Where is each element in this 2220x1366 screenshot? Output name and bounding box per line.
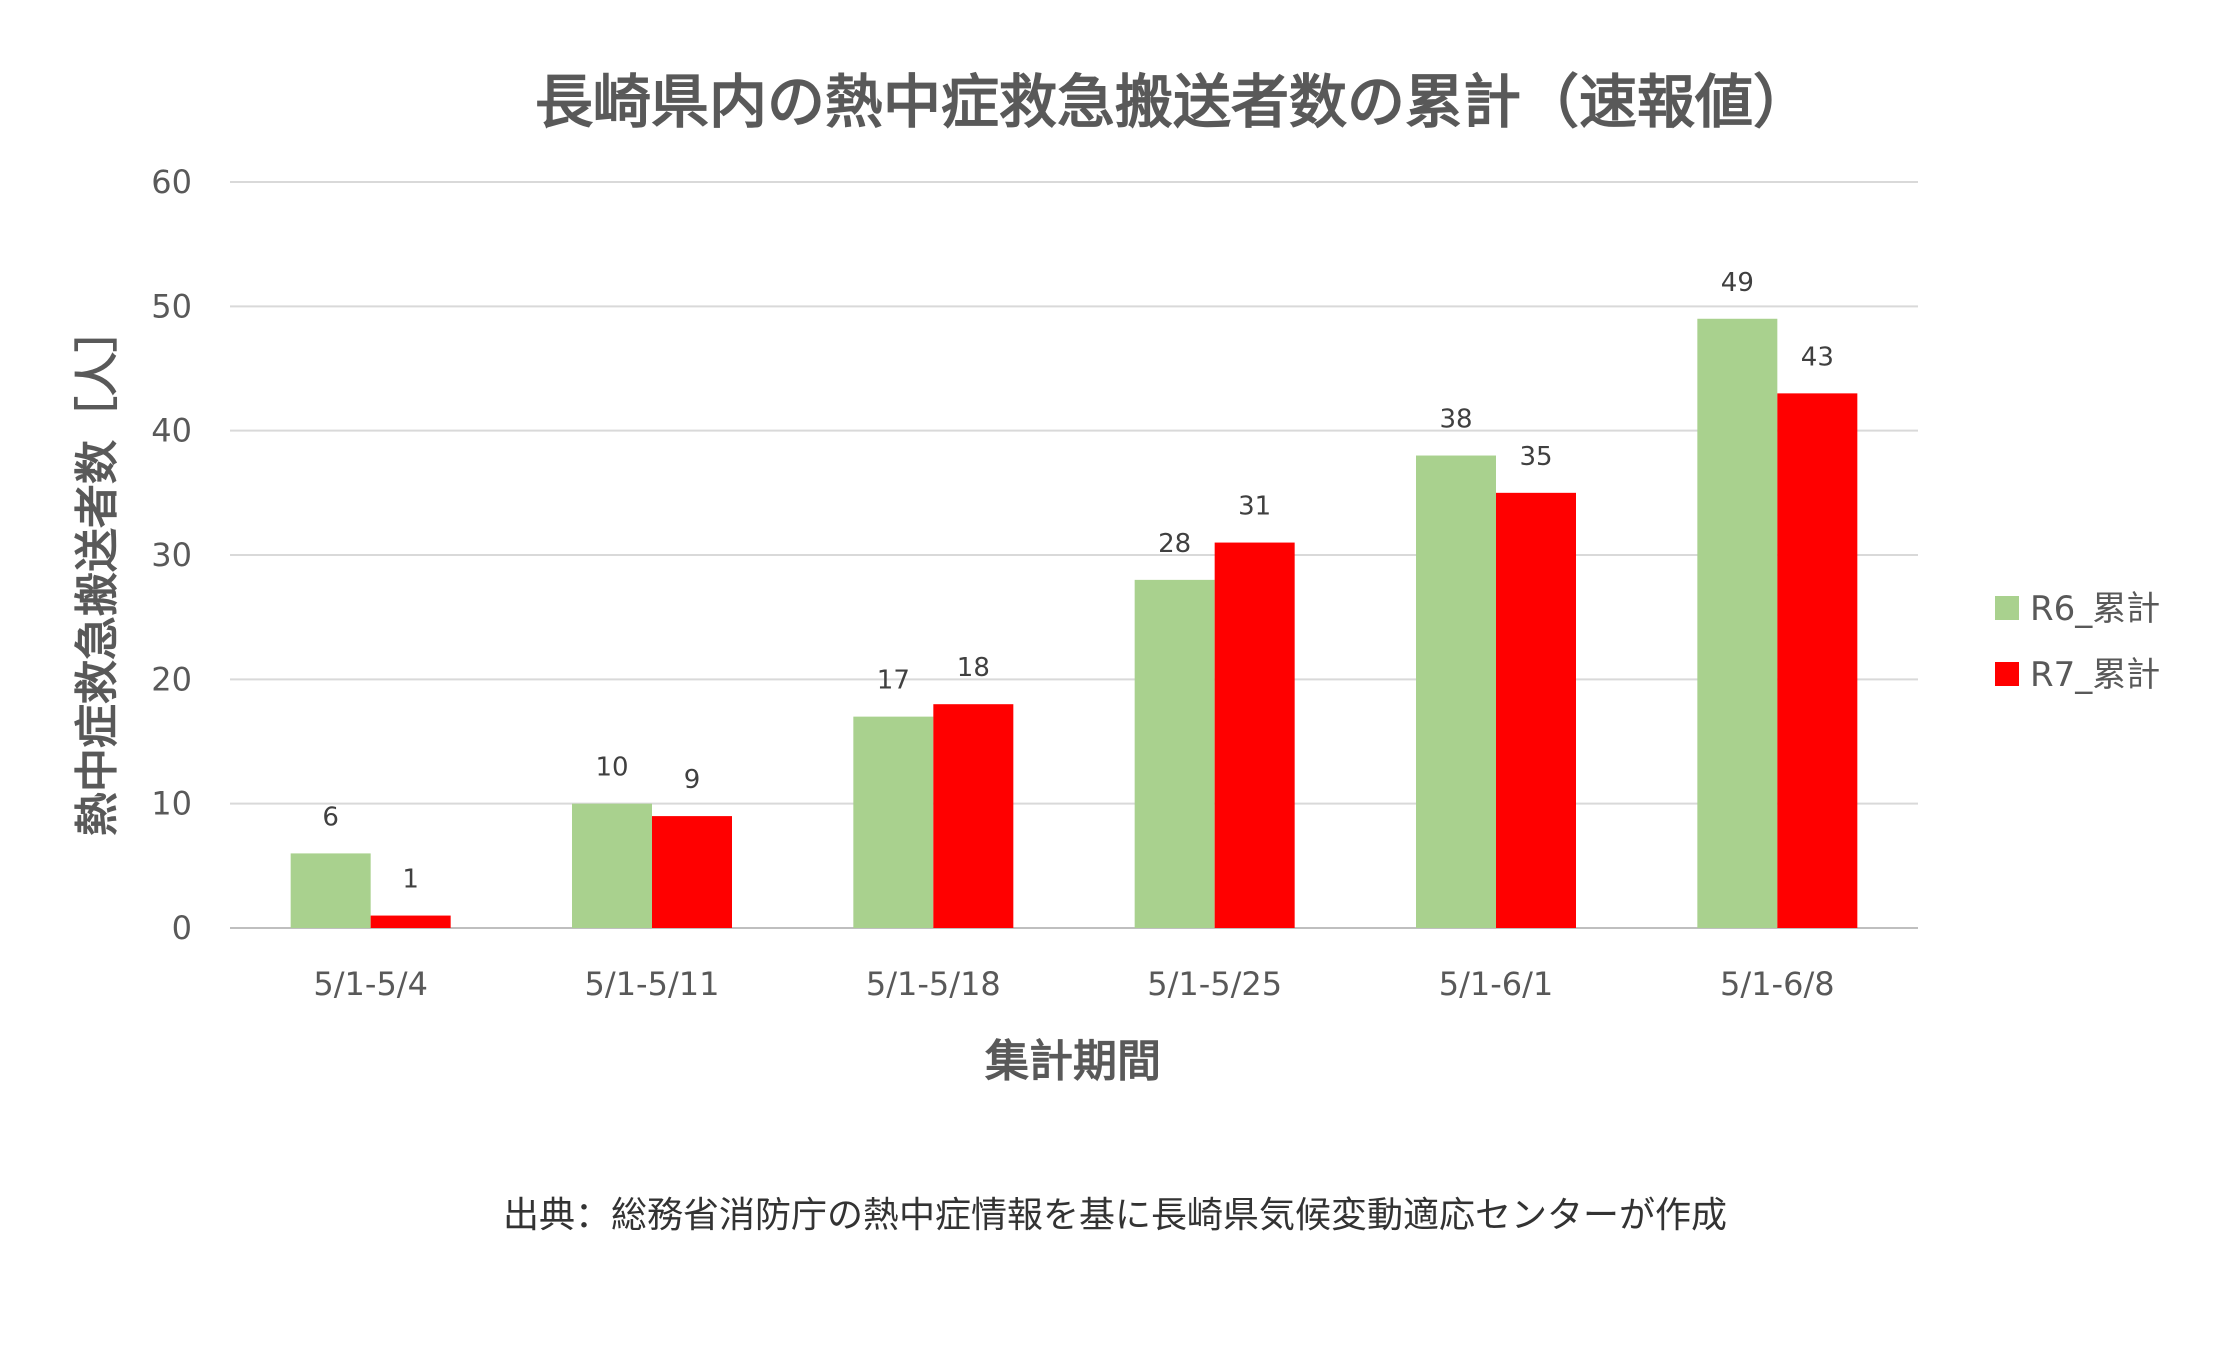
data-labels: 6 1 10 9 17 18 28 31 38 35 49 43 xyxy=(322,268,1833,895)
bar xyxy=(1134,579,1215,928)
chart-title: 長崎県内の熱中症救急搬送者数の累計（速報値） xyxy=(535,68,1811,136)
data-label: 31 xyxy=(1238,492,1271,522)
y-axis-ticks: 0 10 20 30 40 50 60 xyxy=(151,163,192,947)
bar xyxy=(370,915,451,928)
y-tick-label: 20 xyxy=(151,660,192,698)
bar xyxy=(1496,492,1576,928)
x-tick-label: 5/1-5/25 xyxy=(1147,965,1282,1003)
data-label: 9 xyxy=(684,765,701,795)
y-tick-label: 40 xyxy=(151,412,192,450)
legend-swatch xyxy=(1995,662,2019,686)
x-tick-label: 5/1-5/11 xyxy=(585,965,720,1003)
bars xyxy=(290,318,1858,928)
y-axis-title: 熱中症救急搬送者数［人］ xyxy=(72,308,123,836)
data-label: 6 xyxy=(322,802,339,832)
y-tick-label: 30 xyxy=(151,536,192,574)
x-axis-ticks: 5/1-5/4 5/1-5/11 5/1-5/18 5/1-5/25 5/1-6/1 5/… xyxy=(313,965,1834,1003)
data-label: 18 xyxy=(957,653,990,683)
bar xyxy=(290,853,371,928)
data-label: 10 xyxy=(595,753,628,783)
bar xyxy=(572,803,652,928)
data-label: 17 xyxy=(877,666,910,696)
bar xyxy=(853,716,934,928)
y-tick-label: 10 xyxy=(151,785,192,823)
bar xyxy=(1697,318,1778,928)
data-label: 38 xyxy=(1439,405,1472,435)
gridlines xyxy=(230,181,1918,929)
x-tick-label: 5/1-6/1 xyxy=(1439,965,1554,1003)
bar xyxy=(933,704,1014,928)
x-tick-label: 5/1-5/18 xyxy=(866,965,1001,1003)
bar xyxy=(1416,455,1496,928)
data-label: 1 xyxy=(402,865,419,895)
x-tick-label: 5/1-5/4 xyxy=(313,965,428,1003)
y-tick-label: 50 xyxy=(151,287,192,325)
bar xyxy=(1214,542,1295,928)
data-label: 43 xyxy=(1801,342,1834,372)
data-label: 35 xyxy=(1519,442,1552,472)
x-axis-title: 集計期間 xyxy=(984,1036,1161,1087)
x-tick-label: 5/1-6/8 xyxy=(1720,965,1835,1003)
data-label: 49 xyxy=(1721,268,1754,298)
legend-label: R7_累計 xyxy=(2030,655,2160,695)
legend: R6_累計 R7_累計 xyxy=(1995,589,2160,695)
legend-swatch xyxy=(1995,596,2019,620)
legend-label: R6_累計 xyxy=(2030,589,2160,629)
y-tick-label: 0 xyxy=(172,909,192,947)
data-label: 28 xyxy=(1158,529,1191,559)
source-note: 出典：総務省消防庁の熱中症情報を基に長崎県気候変動適応センターが作成 xyxy=(503,1195,1727,1236)
bar xyxy=(652,816,732,928)
y-tick-label: 60 xyxy=(151,163,192,201)
bar xyxy=(1777,393,1858,928)
